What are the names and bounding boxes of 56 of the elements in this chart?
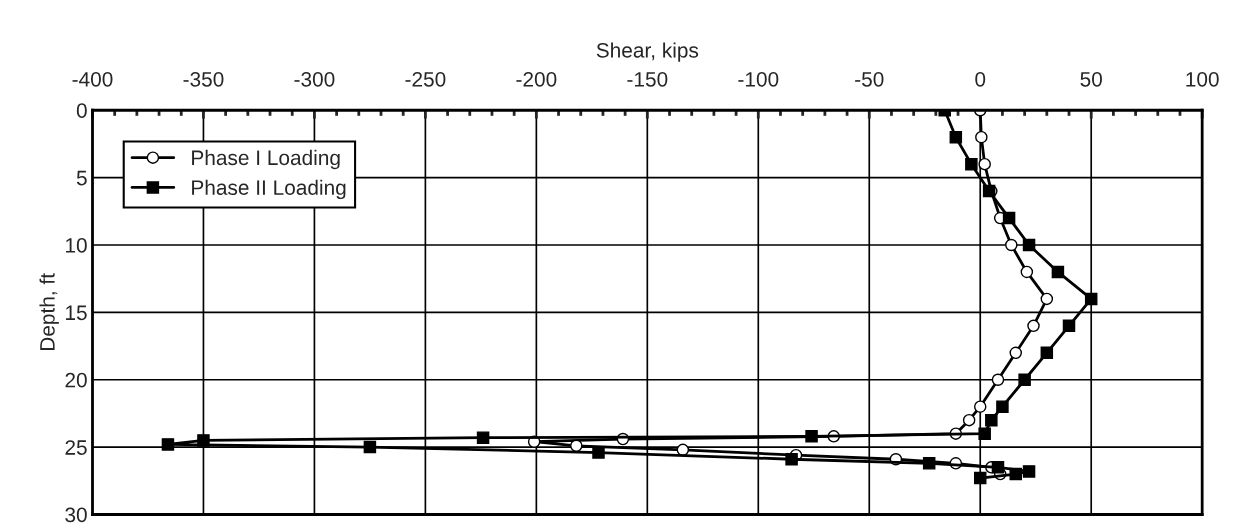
- point: [962, 413, 976, 427]
- point: [1005, 238, 1018, 252]
- point: [949, 130, 963, 144]
- point: [1027, 319, 1040, 333]
- point: [1020, 265, 1034, 279]
- point: [570, 439, 583, 453]
- point: [922, 457, 936, 470]
- y-tick-label: 0: [76, 103, 87, 118]
- x-tick-label: 100: [1186, 71, 1219, 87]
- point: [1022, 238, 1036, 252]
- point: [161, 438, 175, 451]
- point: [363, 440, 377, 454]
- point: [785, 453, 798, 466]
- point: [975, 130, 988, 144]
- point: [197, 434, 210, 447]
- x-tick-label: -100: [738, 71, 779, 87]
- y-tick-label: 10: [66, 238, 87, 253]
- point: [476, 431, 490, 444]
- legend-label: Phase I Loading: [192, 149, 340, 170]
- point: [805, 430, 818, 443]
- x-tick-label: -300: [294, 71, 335, 87]
- point: [978, 157, 991, 171]
- point: [1062, 319, 1076, 333]
- x-tick-label: -150: [627, 71, 668, 87]
- point: [991, 373, 1005, 387]
- point: [1009, 346, 1022, 360]
- point: [1040, 292, 1054, 306]
- x-axis-title: Shear, kips: [596, 42, 699, 62]
- point: [1018, 373, 1031, 387]
- point: [1084, 292, 1098, 306]
- point: [978, 427, 991, 440]
- x-tick-label: -50: [855, 71, 884, 87]
- point: [1040, 346, 1054, 360]
- point: [1002, 211, 1016, 225]
- point: [991, 461, 1005, 474]
- x-tick-label: -250: [405, 71, 446, 87]
- point: [985, 413, 998, 427]
- point: [1051, 265, 1065, 279]
- y-tick-label: 15: [66, 305, 87, 321]
- x-tick-label: -350: [183, 71, 224, 87]
- y-tick-label: 20: [65, 372, 87, 388]
- point: [1022, 465, 1036, 478]
- point: [973, 471, 987, 485]
- x-tick-label: 50: [1080, 71, 1102, 87]
- y-axis-title: Depth, ft: [39, 273, 59, 351]
- point: [996, 400, 1009, 413]
- point: [965, 157, 978, 171]
- legend-label: Phase II Loading: [192, 179, 346, 200]
- x-tick-label: -200: [516, 71, 557, 87]
- point: [1009, 467, 1022, 481]
- y-tick-label: 30: [65, 507, 87, 523]
- y-tick-label: 5: [76, 170, 87, 186]
- y-tick-label: 25: [65, 440, 87, 455]
- point: [973, 400, 987, 413]
- x-tick-label: -400: [72, 71, 113, 87]
- x-tick-label: 0: [975, 71, 986, 87]
